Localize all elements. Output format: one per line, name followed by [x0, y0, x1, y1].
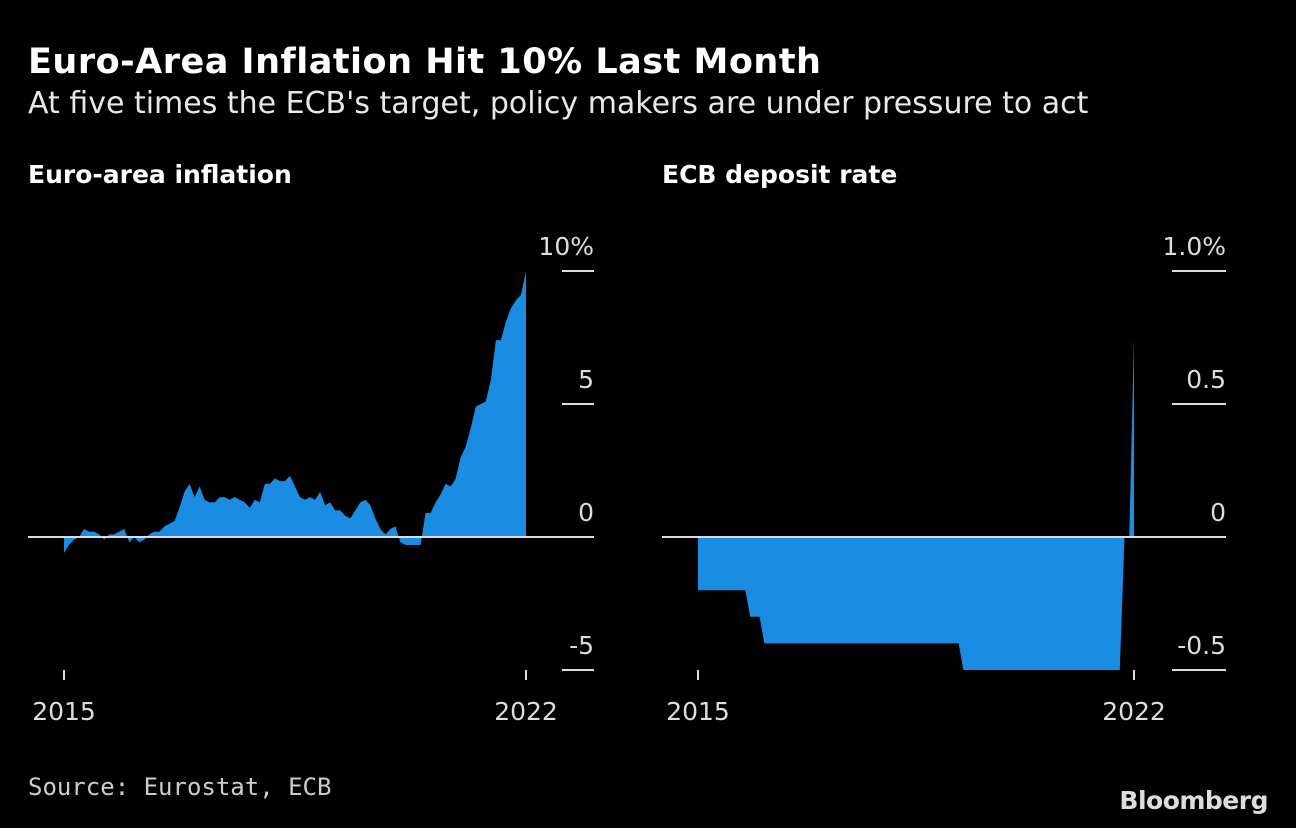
y-tick-label-0: -5 [569, 631, 594, 660]
area-series-0 [64, 271, 526, 553]
x-tick-label-1: 2022 [1102, 697, 1166, 726]
y-tick-label-0: 5 [578, 365, 594, 394]
y-tick-label-1: 0.5 [1186, 365, 1226, 394]
x-tick-label-0: 2022 [494, 697, 558, 726]
x-tick-label-1: 2015 [666, 697, 730, 726]
area-series-1 [698, 337, 1134, 670]
y-tick-label-0: 0 [578, 498, 594, 527]
y-tick-label-0: 10% [538, 232, 594, 261]
bloomberg-logo: Bloomberg [1119, 786, 1268, 815]
panel-title-inflation: Euro-area inflation [28, 160, 292, 189]
panel-title-deposit-rate: ECB deposit rate [662, 160, 898, 189]
x-tick-label-0: 2015 [32, 697, 96, 726]
chart-title: Euro-Area Inflation Hit 10% Last Month [28, 42, 822, 82]
chart-subtitle: At five times the ECB's target, policy m… [28, 86, 1089, 121]
y-tick-label-1: 0 [1210, 498, 1226, 527]
source-note: Source: Eurostat, ECB [28, 773, 332, 801]
y-tick-label-1: -0.5 [1177, 631, 1226, 660]
y-tick-label-1: 1.0% [1162, 232, 1226, 261]
